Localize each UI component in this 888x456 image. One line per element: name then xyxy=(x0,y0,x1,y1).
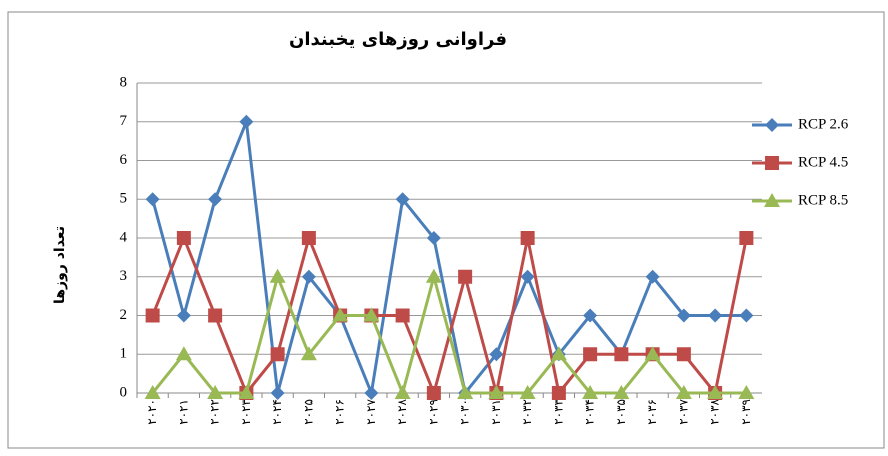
x-tick-label: ۲۰۳۰ xyxy=(458,399,472,425)
marker xyxy=(395,308,410,323)
marker xyxy=(550,346,567,361)
marker xyxy=(738,385,755,399)
marker xyxy=(614,347,629,362)
marker xyxy=(675,385,692,399)
x-tick-label: ۲۰۳۳ xyxy=(551,398,565,424)
marker xyxy=(145,308,160,323)
marker xyxy=(519,385,536,399)
marker xyxy=(739,308,754,323)
legend-label: RCP 8.5 xyxy=(798,192,848,208)
marker xyxy=(395,192,410,207)
y-tick-label: 1 xyxy=(120,346,128,362)
marker xyxy=(739,231,754,245)
x-tick-label: ۲۰۲۹ xyxy=(426,399,440,425)
x-tick-label: ۲۰۳۶ xyxy=(645,399,659,425)
x-tick-label: ۲۰۲۶ xyxy=(333,399,347,425)
marker xyxy=(676,347,691,362)
marker xyxy=(489,347,504,362)
marker xyxy=(425,268,442,283)
marker xyxy=(520,269,535,284)
y-tick-label: 8 xyxy=(120,74,128,90)
x-tick-label: ۲۰۲۸ xyxy=(395,398,409,424)
marker xyxy=(176,308,191,323)
marker xyxy=(708,308,723,323)
marker xyxy=(707,385,724,399)
marker xyxy=(457,385,474,399)
marker xyxy=(764,193,780,207)
marker xyxy=(144,385,161,399)
x-tick-label: ۲۰۲۴ xyxy=(270,399,284,425)
x-tick-label: ۲۰۳۵ xyxy=(614,399,628,425)
x-tick-label: ۲۰۳۲ xyxy=(520,399,534,425)
marker xyxy=(645,269,660,284)
x-tick-label: ۲۰۲۱ xyxy=(176,399,190,425)
y-tick-label: 6 xyxy=(120,152,128,168)
marker xyxy=(426,386,441,400)
marker xyxy=(676,308,691,323)
y-tick-label: 3 xyxy=(120,268,128,284)
marker xyxy=(644,346,661,361)
y-tick-label: 7 xyxy=(120,113,128,129)
marker xyxy=(582,385,599,399)
marker xyxy=(208,308,223,323)
chart-title: فراوانی روزهای یخبندان xyxy=(289,29,507,50)
y-axis-label: تعداد روزها xyxy=(52,226,68,304)
marker xyxy=(583,347,598,362)
marker xyxy=(363,307,380,322)
x-tick-label: ۲۰۳۷ xyxy=(676,398,690,424)
legend-label: RCP 2.6 xyxy=(798,116,849,132)
marker xyxy=(176,231,191,245)
marker xyxy=(301,269,316,284)
marker xyxy=(765,118,779,132)
marker xyxy=(207,385,224,399)
marker xyxy=(613,385,630,399)
marker xyxy=(488,385,505,399)
x-tick-label: ۲۰۳۸ xyxy=(708,398,722,424)
x-tick-label: ۲۰۲۰ xyxy=(145,399,159,425)
marker xyxy=(765,156,779,170)
marker xyxy=(269,268,286,283)
marker xyxy=(239,114,254,129)
marker xyxy=(238,385,255,399)
series-line xyxy=(151,121,747,399)
chart-border xyxy=(7,11,885,449)
marker xyxy=(301,231,316,245)
x-tick-label: ۲۰۲۳ xyxy=(239,398,253,424)
y-tick-label: 5 xyxy=(120,191,128,207)
marker xyxy=(364,386,379,400)
marker xyxy=(270,386,285,400)
legend-label: RCP 4.5 xyxy=(798,154,848,170)
marker xyxy=(520,231,535,245)
marker xyxy=(458,269,473,284)
x-tick-label: ۲۰۲۷ xyxy=(364,398,378,424)
marker xyxy=(208,192,223,207)
marker xyxy=(583,308,598,323)
series-line xyxy=(151,270,747,398)
x-tick-label: ۲۰۳۱ xyxy=(489,399,503,425)
x-tick-label: ۲۰۳۴ xyxy=(583,399,597,425)
y-tick-label: 4 xyxy=(120,229,128,245)
x-tick-label: ۲۰۳۹ xyxy=(739,399,753,425)
marker xyxy=(145,192,160,207)
marker xyxy=(394,385,411,399)
marker xyxy=(426,231,441,245)
x-tick-label: ۲۰۲۲ xyxy=(208,399,222,425)
marker xyxy=(551,386,566,400)
x-tick-label: ۲۰۲۵ xyxy=(301,399,315,425)
marker xyxy=(270,347,285,362)
marker xyxy=(300,346,317,361)
y-tick-label: 0 xyxy=(120,384,128,400)
marker xyxy=(332,307,349,322)
y-tick-label: 2 xyxy=(120,307,128,323)
marker xyxy=(175,346,192,361)
